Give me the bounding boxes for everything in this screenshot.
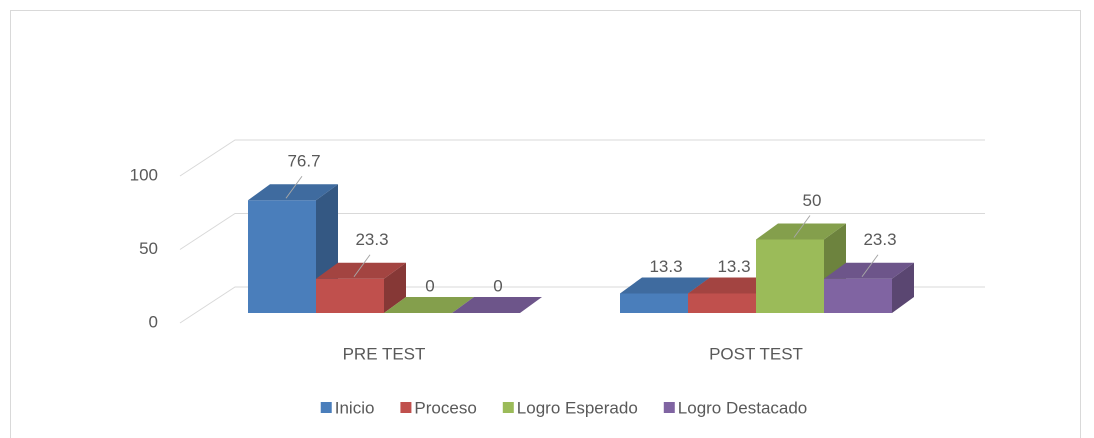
data-label: 23.3 (355, 230, 388, 249)
bar (688, 293, 756, 313)
grid-line (179, 139, 985, 177)
bar-side (384, 262, 406, 313)
legend-label: Inicio (335, 398, 375, 417)
bar-top (620, 277, 710, 294)
data-label: 23.3 (863, 230, 896, 249)
data-label: 50 (803, 191, 822, 210)
legend-label: Proceso (414, 398, 476, 417)
data-label: 76.7 (287, 152, 320, 171)
y-tick-label: 100 (130, 165, 158, 184)
legend-swatch (663, 402, 675, 413)
data-label: 13.3 (649, 257, 682, 276)
legend-label: Logro Destacado (678, 398, 807, 417)
bar-side (892, 262, 914, 313)
y-tick-label: 0 (149, 312, 158, 331)
bar-top (756, 223, 846, 240)
bar-top (248, 184, 338, 201)
bar-top (452, 297, 542, 313)
legend-swatch (320, 402, 332, 413)
x-tick-label: POST TEST (709, 344, 803, 363)
leader-line (861, 254, 879, 278)
data-label: 0 (493, 276, 502, 295)
legend-swatch (502, 402, 514, 413)
grid-line (179, 213, 985, 250)
leader-line (285, 175, 303, 199)
bar-top (688, 277, 778, 294)
bar (620, 293, 688, 313)
y-tick-label: 50 (139, 239, 158, 258)
bar-top (316, 262, 406, 279)
bar (316, 278, 384, 313)
legend-label: Logro Esperado (517, 398, 638, 417)
bar-top (824, 262, 914, 279)
legend-swatch (400, 402, 412, 413)
bar-top (384, 297, 474, 313)
data-label: 13.3 (717, 257, 750, 276)
chart-border (10, 10, 1081, 438)
leader-line (793, 215, 811, 238)
x-tick-label: PRE TEST (343, 344, 426, 363)
bar (824, 278, 892, 313)
bar (248, 200, 316, 313)
bar (756, 239, 824, 313)
data-label: 0 (425, 276, 434, 295)
leader-line (353, 254, 371, 278)
